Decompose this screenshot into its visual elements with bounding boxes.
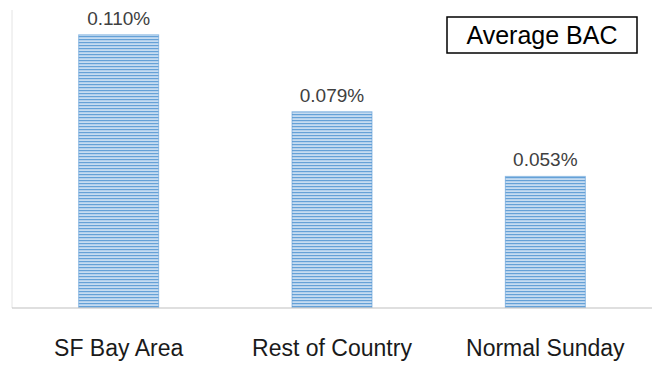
title: Average BAC xyxy=(466,21,617,49)
title-box xyxy=(447,17,637,53)
bar xyxy=(79,35,159,308)
bars xyxy=(79,35,586,308)
data-label: 0.110% xyxy=(87,8,150,29)
bar xyxy=(505,176,585,308)
x-axis-line xyxy=(12,308,652,309)
bar xyxy=(292,112,372,308)
chart: 0.110% 0.079% 0.053% SF Bay Area Rest of Cou… xyxy=(0,0,660,368)
chart-container: 0.110% 0.079% 0.053% SF Bay Area Rest of Cou… xyxy=(0,0,660,368)
category-label: SF Bay Area xyxy=(54,335,183,361)
category-label: Rest of Country xyxy=(252,335,412,361)
category-label: Normal Sunday xyxy=(466,335,625,361)
y-axis-line xyxy=(12,10,13,308)
data-label: 0.053% xyxy=(513,149,578,170)
data-label: 0.079% xyxy=(300,85,365,106)
